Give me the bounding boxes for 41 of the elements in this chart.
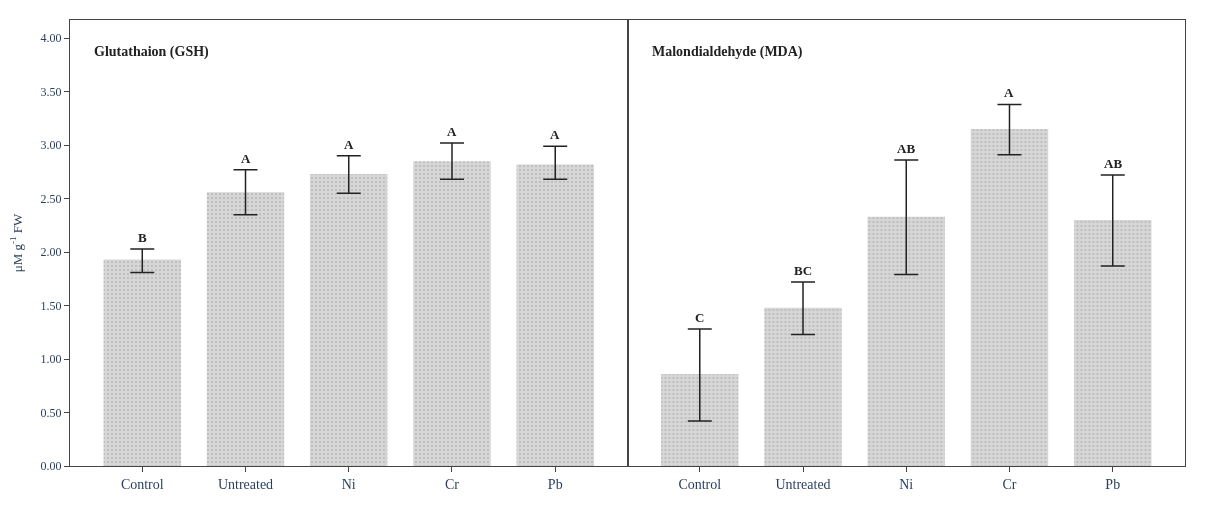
- y-tick-label: 2.50: [40, 191, 62, 206]
- x-tick-label: Ni: [341, 476, 356, 492]
- y-tick-label: 3.00: [40, 138, 62, 153]
- bar: [1074, 220, 1152, 466]
- annotation: A: [447, 124, 457, 139]
- x-tick-label: Cr: [444, 476, 460, 492]
- x-tick-label: Pb: [547, 476, 563, 492]
- y-tick-label: 1.00: [40, 352, 62, 367]
- annotation: C: [695, 310, 705, 325]
- y-tick-label: 4.00: [40, 31, 62, 46]
- x-tick-label: Cr: [1002, 476, 1017, 492]
- y-tick-label: 0.00: [40, 459, 62, 474]
- y-tick-label: 1.50: [40, 298, 62, 313]
- bar: [103, 259, 181, 466]
- bar: [970, 129, 1049, 466]
- annotation: AB: [1104, 156, 1123, 171]
- bar: [413, 161, 491, 466]
- annotation: AB: [897, 141, 916, 156]
- bar: [516, 164, 594, 466]
- text: Glutathaion (GSH): [94, 44, 210, 60]
- x-tick-label: Control: [120, 476, 164, 492]
- x-tick-label: Pb: [1105, 476, 1121, 492]
- bar: [310, 174, 388, 466]
- annotation: A: [241, 151, 251, 166]
- annotation: BC: [794, 263, 813, 278]
- y-tick-label: 0.50: [40, 405, 62, 420]
- x-tick-label: Untreated: [217, 476, 274, 492]
- x-tick-label: Ni: [899, 476, 914, 492]
- annotation: A: [550, 127, 560, 142]
- bar: [867, 216, 945, 466]
- x-tick-label: Untreated: [775, 476, 831, 492]
- bar: [206, 192, 285, 466]
- annotation: B: [138, 230, 147, 245]
- annotation: A: [344, 137, 354, 152]
- y-tick-label: 2.00: [40, 245, 62, 260]
- annotation: A: [1004, 85, 1014, 100]
- y-tick-label: 3.50: [40, 84, 62, 99]
- x-tick-label: Control: [678, 476, 722, 492]
- bar: [764, 307, 842, 466]
- text: Malondialdehyde (MDA): [652, 44, 803, 60]
- bar: [661, 374, 739, 466]
